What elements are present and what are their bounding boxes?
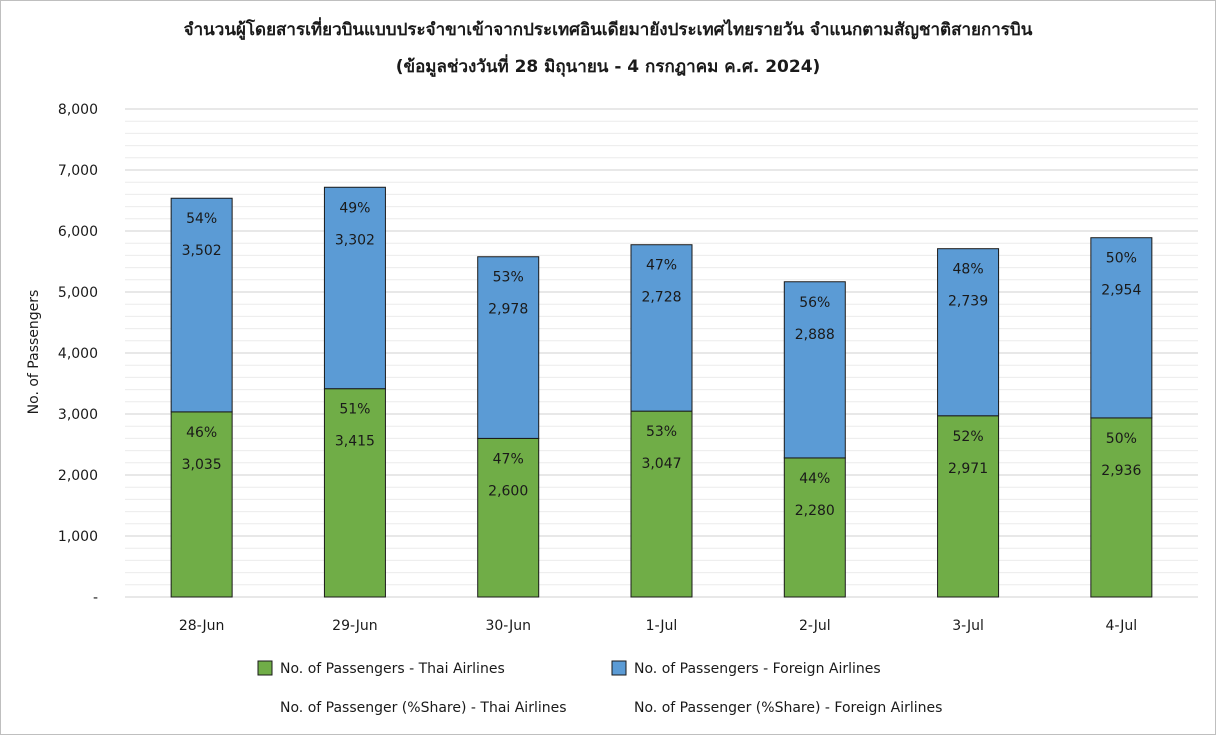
value-label: 2,936 <box>1101 463 1141 479</box>
bar-foreign-airlines <box>1090 237 1153 419</box>
bar-thai-airlines <box>937 415 1000 598</box>
chart-title: จำนวนผู้โดยสารเที่ยวบินแบบประจำขาเข้าจาก… <box>184 17 1033 41</box>
share-label: 44% <box>799 471 830 487</box>
share-label: 54% <box>186 211 217 227</box>
chart-subtitle: (ข้อมูลช่วงวันที่ 28 มิถุนายน - 4 กรกฎาค… <box>396 54 821 78</box>
x-tick-label: 2-Jul <box>799 618 831 634</box>
share-label: 53% <box>493 270 524 286</box>
share-label: 46% <box>186 425 217 441</box>
value-label: 3,415 <box>335 434 375 450</box>
y-axis-ticks: - 1,000 2,000 3,000 4,000 5,000 6,000 7,000 8,00… <box>58 102 98 606</box>
y-tick-label: 2,000 <box>58 468 98 484</box>
value-label: 2,739 <box>948 294 988 310</box>
x-tick-label: 29-Jun <box>332 618 378 634</box>
value-label: 2,888 <box>795 327 835 343</box>
y-tick-label: 4,000 <box>58 346 98 362</box>
bars: 46% 3,035 54% 3,502 51% 3,415 49% 3,302 47% 2,600… <box>170 186 1153 598</box>
bar-foreign-airlines <box>170 197 233 413</box>
share-label: 52% <box>953 429 984 445</box>
value-label: 2,600 <box>488 483 528 499</box>
x-tick-label: 4-Jul <box>1106 618 1138 634</box>
value-label: 3,035 <box>182 457 222 473</box>
x-tick-label: 28-Jun <box>179 618 225 634</box>
share-label: 48% <box>953 262 984 278</box>
bar-foreign-airlines <box>783 281 846 459</box>
share-label: 49% <box>339 200 370 216</box>
y-tick-label: 1,000 <box>58 529 98 545</box>
bar-thai-airlines <box>630 410 693 598</box>
legend-swatch <box>611 660 627 676</box>
bar-thai-airlines <box>170 411 233 598</box>
x-axis-ticks: 28-Jun 29-Jun 30-Jun 1-Jul 2-Jul 3-Jul 4-Jul <box>179 618 1137 634</box>
y-tick-label: 8,000 <box>58 102 98 118</box>
share-label: 53% <box>646 424 677 440</box>
value-label: 2,954 <box>1101 283 1141 299</box>
legend-label: No. of Passengers - Foreign Airlines <box>634 661 881 677</box>
bar-foreign-airlines <box>323 186 386 390</box>
legend: No. of Passengers - Thai Airlines No. of … <box>257 660 942 716</box>
bar-foreign-airlines <box>477 256 540 439</box>
legend-label: No. of Passengers - Thai Airlines <box>280 661 505 677</box>
value-label: 2,280 <box>795 503 835 519</box>
bar-foreign-airlines <box>937 248 1000 417</box>
legend-label: No. of Passenger (%Share) - Thai Airline… <box>280 700 567 716</box>
y-tick-label: 6,000 <box>58 224 98 240</box>
x-tick-label: 3-Jul <box>952 618 984 634</box>
bar-thai-airlines <box>477 437 540 598</box>
share-label: 47% <box>646 258 677 274</box>
y-axis-label: No. of Passengers <box>26 290 42 415</box>
value-label: 3,047 <box>641 456 681 472</box>
y-tick-label: 7,000 <box>58 163 98 179</box>
legend-label: No. of Passenger (%Share) - Foreign Airl… <box>634 700 942 716</box>
bar-foreign-airlines <box>630 244 693 412</box>
y-tick-label: 5,000 <box>58 285 98 301</box>
legend-swatch <box>257 660 273 676</box>
value-label: 2,971 <box>948 461 988 477</box>
bar-thai-airlines <box>323 388 386 598</box>
bar-thai-airlines <box>783 457 846 598</box>
share-label: 51% <box>339 402 370 418</box>
y-tick-label: - <box>93 590 98 606</box>
share-label: 50% <box>1106 431 1137 447</box>
x-tick-label: 30-Jun <box>485 618 531 634</box>
y-tick-label: 3,000 <box>58 407 98 423</box>
value-label: 3,502 <box>182 243 222 259</box>
share-label: 50% <box>1106 251 1137 267</box>
value-label: 2,728 <box>641 290 681 306</box>
share-label: 47% <box>493 451 524 467</box>
x-tick-label: 1-Jul <box>646 618 678 634</box>
share-label: 56% <box>799 295 830 311</box>
value-label: 3,302 <box>335 232 375 248</box>
bar-thai-airlines <box>1090 417 1153 598</box>
value-label: 2,978 <box>488 302 528 318</box>
